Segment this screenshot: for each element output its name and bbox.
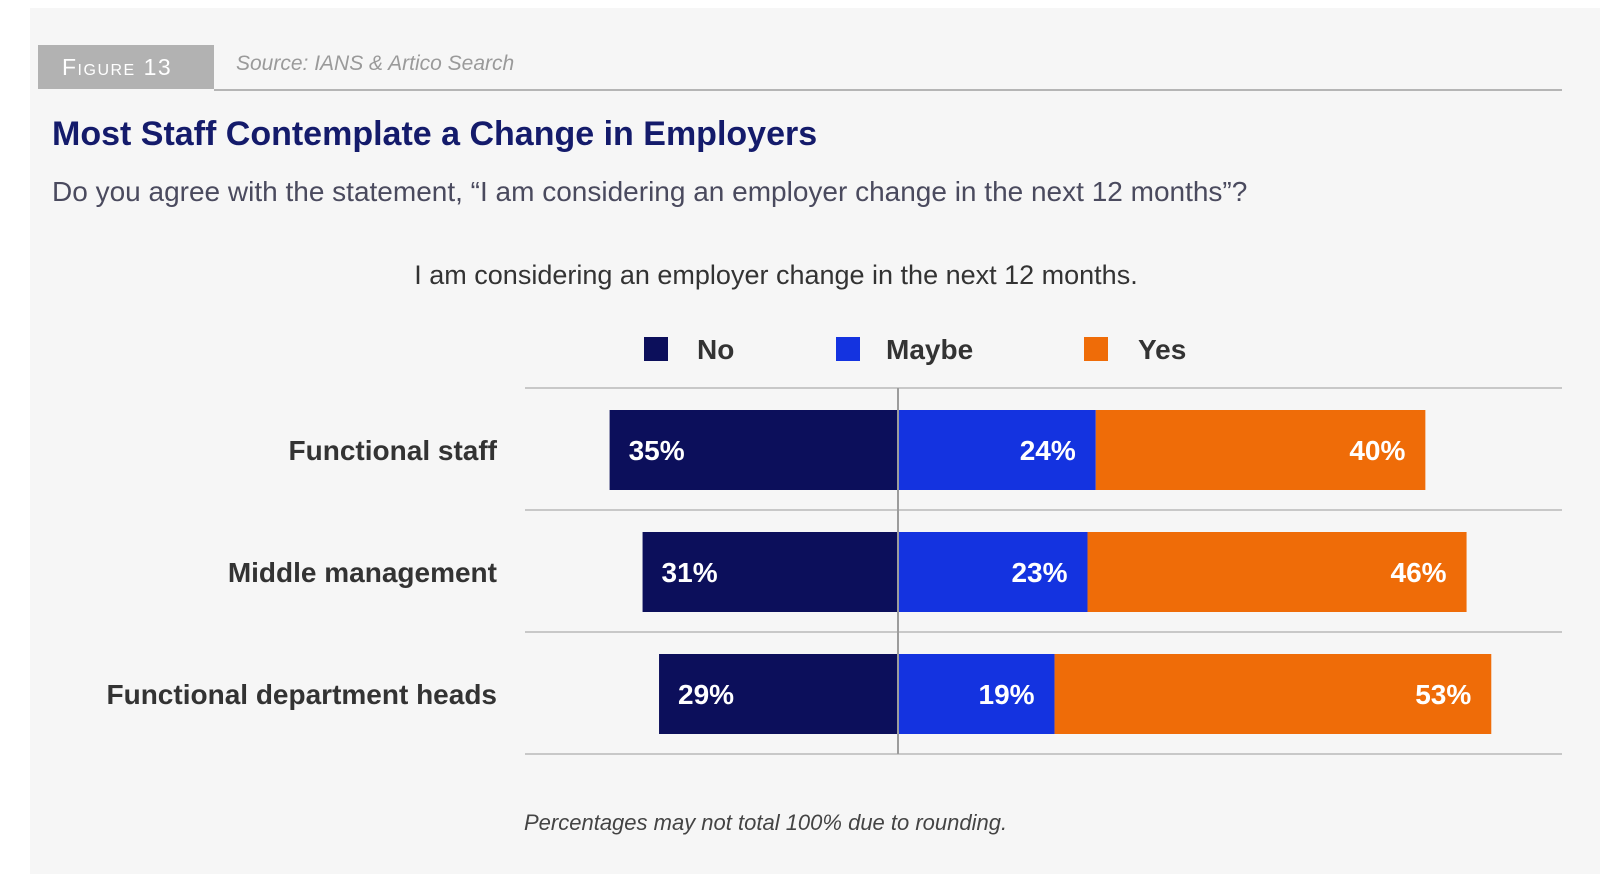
category-label-functional-staff: Functional staff [289, 435, 498, 466]
data-label-yes: 40% [1349, 435, 1405, 466]
bar-no-functional-department-heads [659, 654, 898, 734]
data-label-maybe: 19% [979, 679, 1035, 710]
bar-no-middle-management [642, 532, 898, 612]
data-label-no: 29% [678, 679, 734, 710]
bar-maybe-middle-management [898, 532, 1088, 612]
figure-title: Most Staff Contemplate a Change in Emplo… [52, 115, 818, 153]
figure-subtitle: Do you agree with the statement, “I am c… [52, 176, 1248, 207]
data-label-maybe: 23% [1011, 557, 1067, 588]
bar-maybe-functional-department-heads [898, 654, 1055, 734]
header-divider [214, 89, 1562, 91]
bar-yes-functional-department-heads [1054, 654, 1492, 734]
legend-swatch-yes [1084, 337, 1108, 361]
bar-yes-middle-management [1087, 532, 1467, 612]
legend-swatch-no [644, 337, 668, 361]
data-label-yes: 46% [1391, 557, 1447, 588]
legend-label-maybe: Maybe [886, 334, 973, 365]
data-label-maybe: 24% [1020, 435, 1076, 466]
data-label-no: 31% [662, 557, 718, 588]
legend-label-yes: Yes [1138, 334, 1186, 365]
category-label-middle-management: Middle management [228, 557, 497, 588]
figure-source: Source: IANS & Artico Search [236, 52, 515, 75]
figure-number-tag: Figure 13 [38, 45, 214, 89]
data-label-yes: 53% [1415, 679, 1471, 710]
bar-yes-functional-staff [1095, 410, 1426, 490]
bar-maybe-functional-staff [898, 410, 1096, 490]
legend-swatch-maybe [836, 337, 860, 361]
footnote: Percentages may not total 100% due to ro… [524, 810, 1008, 835]
category-label-functional-department-heads: Functional department heads [107, 679, 498, 710]
chart-title: I am considering an employer change in t… [414, 260, 1138, 290]
legend-label-no: No [697, 334, 734, 365]
data-label-no: 35% [629, 435, 685, 466]
bar-no-functional-staff [609, 410, 898, 490]
